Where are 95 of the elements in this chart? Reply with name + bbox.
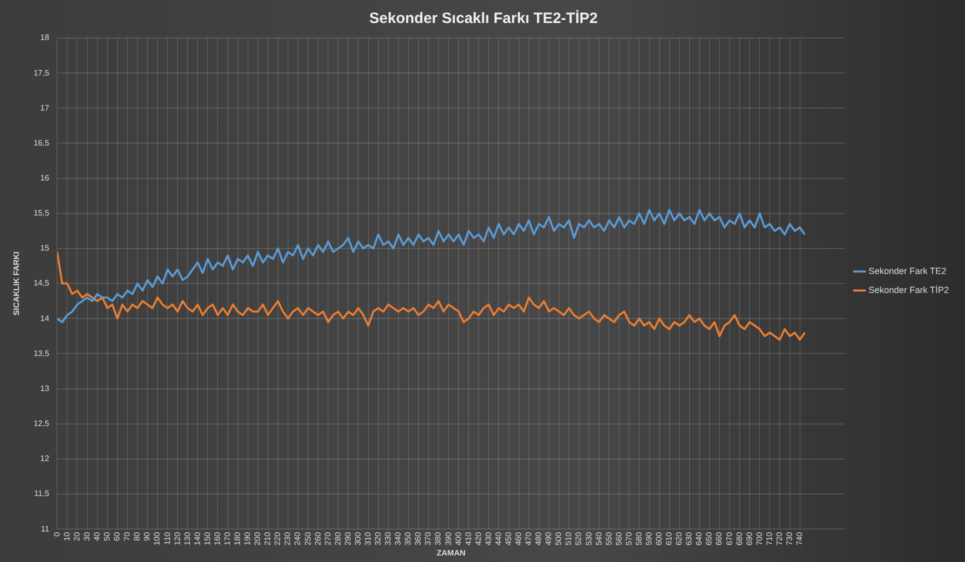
x-tick-label: 540 (594, 532, 604, 546)
x-tick-label: 480 (534, 532, 544, 546)
y-tick-label: 15 (40, 244, 50, 253)
x-tick-label: 290 (343, 532, 352, 546)
x-tick-label: 740 (795, 532, 804, 546)
x-tick-label: 680 (734, 532, 744, 546)
x-axis-title: ZAMAN (436, 548, 466, 558)
x-tick-label: 370 (424, 532, 433, 546)
x-tick-label: 410 (464, 532, 473, 546)
x-tick-label: 550 (604, 532, 614, 546)
x-tick-label: 270 (323, 532, 332, 546)
y-tick-label: 14 (40, 314, 50, 323)
x-tick-label: 350 (404, 532, 413, 546)
x-tick-label: 650 (704, 532, 714, 546)
x-tick-label: 110 (162, 532, 172, 545)
y-tick-label: 16 (40, 174, 50, 183)
x-tick-label: 360 (414, 532, 423, 546)
x-tick-label: 610 (664, 532, 674, 546)
chart-title: Sekonder Sıcaklı Farkı TE2-TİP2 (369, 10, 598, 28)
x-tick-label: 10 (62, 532, 72, 541)
x-tick-label: 190 (243, 532, 252, 546)
x-tick-label: 470 (524, 532, 534, 546)
x-tick-label: 30 (82, 532, 92, 541)
y-tick-label: 13,5 (34, 348, 50, 358)
x-tick-label: 280 (333, 532, 342, 546)
x-tick-label: 460 (514, 532, 524, 546)
x-tick-label: 340 (394, 532, 403, 546)
x-tick-label: 490 (544, 532, 554, 546)
x-tick-label: 620 (674, 532, 684, 546)
x-tick-label: 330 (384, 532, 393, 546)
x-tick-label: 140 (192, 532, 202, 546)
x-tick-label: 260 (313, 532, 322, 546)
x-tick-label: 210 (263, 532, 272, 546)
x-tick-label: 180 (233, 532, 242, 546)
y-tick-label: 17,5 (34, 68, 50, 78)
legend-label: Sekonder Fark TİP2 (868, 284, 949, 295)
x-tick-label: 310 (363, 532, 372, 546)
x-tick-label: 690 (744, 532, 754, 546)
x-tick-label: 160 (212, 532, 222, 546)
x-tick-label: 450 (504, 532, 513, 546)
x-tick-label: 560 (614, 532, 624, 546)
y-axis-title: SICAKLIK FARKI (12, 252, 22, 316)
y-tick-label: 17 (40, 103, 50, 112)
x-tick-label: 220 (273, 532, 282, 546)
x-tick-label: 80 (132, 532, 142, 541)
x-tick-label: 170 (222, 532, 232, 546)
x-tick-label: 440 (494, 532, 503, 546)
y-tick-label: 11 (40, 524, 50, 534)
x-tick-label: 710 (764, 532, 774, 546)
x-tick-label: 50 (102, 532, 112, 541)
x-tick-label: 70 (122, 532, 132, 541)
x-tick-label: 500 (554, 532, 564, 546)
x-tick-label: 700 (754, 532, 764, 546)
x-tick-label: 590 (644, 532, 654, 546)
y-tick-label: 15,5 (34, 208, 50, 218)
y-tick-label: 11,5 (34, 489, 50, 498)
x-tick-label: 40 (92, 532, 102, 541)
y-tick-label: 16,5 (34, 138, 50, 148)
y-tick-label: 12 (40, 454, 50, 464)
x-tick-label: 530 (584, 532, 594, 546)
x-tick-label: 380 (434, 532, 443, 546)
x-tick-label: 60 (112, 532, 122, 541)
x-tick-label: 240 (293, 532, 302, 546)
x-tick-label: 90 (142, 532, 152, 541)
x-tick-label: 520 (574, 532, 584, 546)
x-tick-label: 730 (784, 532, 794, 546)
x-tick-label: 630 (684, 532, 694, 546)
x-tick-label: 0 (52, 532, 62, 537)
x-tick-label: 430 (484, 532, 493, 546)
x-tick-label: 250 (303, 532, 312, 546)
x-tick-label: 150 (202, 532, 212, 546)
x-tick-label: 230 (283, 532, 292, 546)
x-tick-label: 20 (72, 532, 82, 541)
y-tick-label: 14,5 (34, 278, 50, 288)
x-tick-label: 570 (624, 532, 634, 546)
x-tick-label: 390 (444, 532, 453, 546)
x-tick-label: 510 (564, 532, 574, 546)
x-tick-label: 120 (172, 532, 182, 546)
y-tick-label: 13 (40, 384, 50, 393)
y-tick-label: 18 (40, 33, 50, 42)
legend-label: Sekonder Fark TE2 (868, 266, 946, 276)
x-tick-label: 130 (182, 532, 192, 546)
y-tick-label: 12,5 (34, 419, 50, 428)
x-tick-label: 670 (724, 532, 734, 546)
x-tick-label: 720 (774, 532, 784, 546)
x-tick-label: 600 (654, 532, 664, 546)
x-tick-label: 660 (714, 532, 724, 546)
x-tick-label: 580 (634, 532, 644, 546)
x-tick-label: 320 (374, 532, 383, 546)
x-tick-label: 100 (152, 532, 162, 546)
x-tick-label: 640 (694, 532, 704, 546)
x-tick-label: 400 (454, 532, 463, 546)
x-tick-label: 200 (253, 532, 262, 546)
x-tick-label: 300 (353, 532, 362, 546)
x-tick-label: 420 (474, 532, 483, 546)
